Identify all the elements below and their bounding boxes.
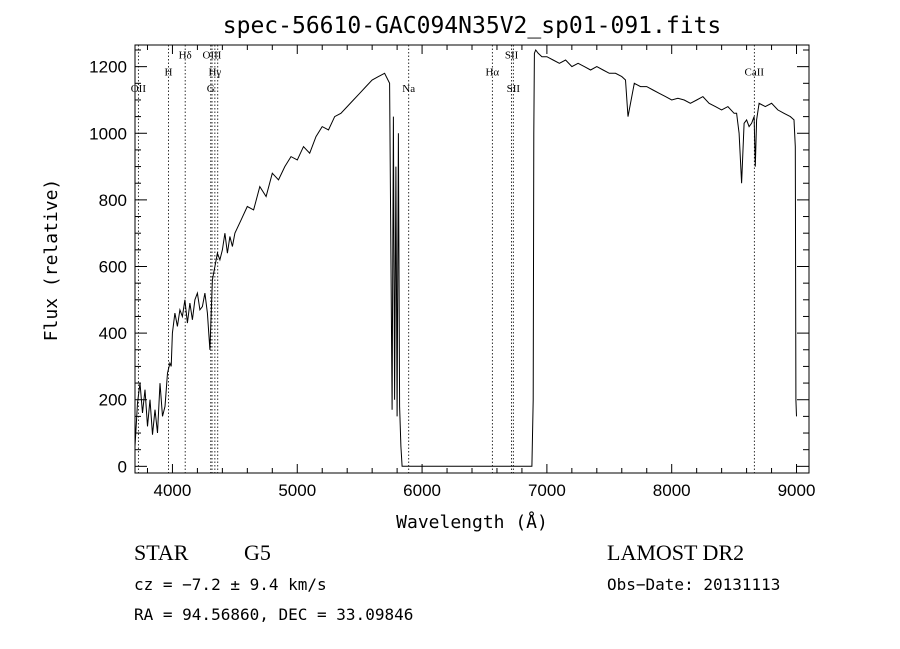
spectral-line-label-4: Hγ xyxy=(208,67,221,79)
y-tick-label-400: 400 xyxy=(99,324,127,343)
x-tick-label-6000: 6000 xyxy=(403,481,441,500)
x-tick-label-7000: 7000 xyxy=(528,481,566,500)
x-tick-label-5000: 5000 xyxy=(278,481,316,500)
spectral-line-label-8: Hα xyxy=(485,67,499,79)
chart-title: spec-56610-GAC094N35V2_sp01-091.fits xyxy=(223,13,722,39)
plot-frame xyxy=(134,44,810,474)
survey-name: LAMOST DR2 xyxy=(607,540,744,565)
spectral-line-label-11: CaII xyxy=(745,67,765,79)
spectral-line-label-7: Na xyxy=(402,83,415,95)
spectral-line-label-2: Hδ xyxy=(179,49,192,61)
spectral-line-label-10: SII xyxy=(507,83,521,95)
y-tick-label-600: 600 xyxy=(99,257,127,276)
y-tick-label-800: 800 xyxy=(99,191,127,210)
y-tick-label-1200: 1200 xyxy=(89,58,127,77)
y-tick-label-1000: 1000 xyxy=(89,124,127,143)
y-tick-label-0: 0 xyxy=(118,457,127,476)
spectral-line-label-1: H xyxy=(164,67,172,79)
y-axis-label: Flux (relative) xyxy=(41,179,62,342)
y-tick-label-200: 200 xyxy=(99,391,127,410)
spectral-line-label-0: OII xyxy=(131,83,147,95)
obs-date: Obs−Date: 20131113 xyxy=(607,575,780,594)
x-tick-label-4000: 4000 xyxy=(154,481,192,500)
object-subclass: G5 xyxy=(244,540,271,565)
sky-coordinates: RA = 94.56860, DEC = 33.09846 xyxy=(134,605,413,624)
x-tick-label-8000: 8000 xyxy=(653,481,691,500)
x-axis-label: Wavelength (Å) xyxy=(396,511,548,533)
redshift-cz: cz = −7.2 ± 9.4 km/s xyxy=(134,575,327,594)
spectral-line-label-3: OIII xyxy=(203,49,222,61)
x-tick-label-9000: 9000 xyxy=(778,481,816,500)
spectral-line-label-5: G xyxy=(207,83,215,95)
spectral-line-label-9: SII xyxy=(505,49,519,61)
object-class: STAR xyxy=(134,540,189,565)
spectrum-series-0 xyxy=(134,48,797,467)
